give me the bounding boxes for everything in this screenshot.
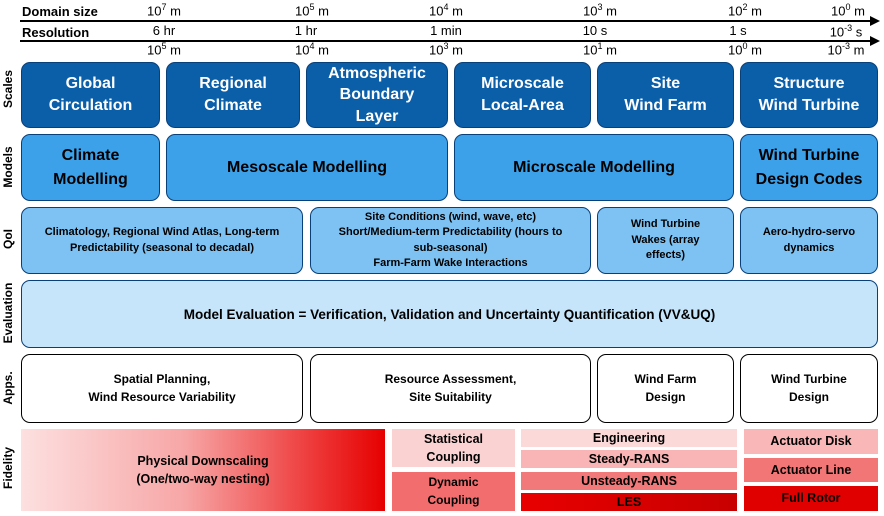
model-evaluation: Model Evaluation = Verification, Validat…: [21, 280, 878, 348]
scale-atmospheric-boundary-layer: Atmospheric Boundary Layer: [306, 62, 448, 128]
time-tick: 6 hr: [152, 23, 176, 38]
time-tick: 1 hr: [294, 23, 318, 38]
fidelity-dynamic-coupling: Dynamic Coupling: [392, 472, 515, 511]
row-label-qoi: QoI: [1, 229, 15, 249]
resolution-arrow-head: [870, 36, 880, 46]
model-microscale-modelling: Microscale Modelling: [454, 134, 734, 201]
resolution-tick: 103 m: [429, 41, 463, 58]
qoi-wind-turbine-wakes: Wind Turbine Wakes (array effects): [597, 207, 734, 274]
qoi-climatology: Climatology, Regional Wind Atlas, Long-t…: [21, 207, 303, 274]
resolution-tick: 100 m: [728, 41, 762, 58]
scale-global-circulation: Global Circulation: [21, 62, 160, 128]
row-label-evaluation: Evaluation: [1, 282, 15, 344]
app-wind-farm-design: Wind Farm Design: [597, 354, 734, 423]
fidelity-actuator-line: Actuator Line: [744, 458, 878, 482]
domain-size-arrow-head: [870, 16, 880, 26]
time-tick: 10-3 s: [829, 23, 863, 40]
fidelity-actuator-disk: Actuator Disk: [744, 429, 878, 454]
scale-site-wind-farm: Site Wind Farm: [597, 62, 734, 128]
fidelity-full-rotor: Full Rotor: [744, 486, 878, 511]
time-tick: 1 min: [430, 23, 462, 38]
qoi-site-conditions: Site Conditions (wind, wave, etc) Short/M…: [310, 207, 591, 274]
fidelity-steady-rans: Steady-RANS: [521, 450, 737, 468]
row-label-apps: Apps.: [1, 371, 15, 405]
domain-size-arrow-line: [20, 20, 872, 22]
app-resource-assessment: Resource Assessment, Site Suitability: [310, 354, 591, 423]
domain-tick: 100 m: [831, 2, 865, 19]
row-label-fidelity: Fidelity: [1, 447, 15, 490]
fidelity-physical-downscaling: Physical Downscaling (One/two-way nesting…: [21, 429, 385, 511]
fidelity-les: LES: [521, 493, 737, 511]
time-tick: 1 s: [729, 23, 747, 38]
scale-structure-wind-turbine: Structure Wind Turbine: [740, 62, 878, 128]
resolution-tick: 105 m: [147, 41, 181, 58]
app-spatial-planning: Spatial Planning, Wind Resource Variabili…: [21, 354, 303, 423]
resolution-tick: 10-3 m: [827, 41, 865, 58]
domain-tick: 103 m: [583, 2, 617, 19]
resolution-tick: 104 m: [295, 41, 329, 58]
scale-regional-climate: Regional Climate: [166, 62, 300, 128]
model-mesoscale-modelling: Mesoscale Modelling: [166, 134, 448, 201]
resolution-arrow-line: [20, 40, 872, 42]
model-wind-turbine-design-codes: Wind Turbine Design Codes: [740, 134, 878, 201]
row-label-scales: Scales: [1, 69, 15, 109]
time-tick: 10 s: [582, 23, 608, 38]
row-label-models: Models: [1, 146, 15, 188]
resolution-tick: 101 m: [583, 41, 617, 58]
model-evaluation-text: Model Evaluation = Verification, Validat…: [183, 306, 716, 322]
domain-tick: 102 m: [728, 2, 762, 19]
model-climate-modelling: Climate Modelling: [21, 134, 160, 201]
domain-tick: 105 m: [295, 2, 329, 19]
domain-size-label: Domain size: [22, 4, 98, 19]
scale-microscale-local-area: Microscale Local-Area: [454, 62, 591, 128]
fidelity-engineering: Engineering: [521, 429, 737, 447]
fidelity-statistical-coupling: Statistical Coupling: [392, 429, 515, 467]
domain-tick: 107 m: [147, 2, 181, 19]
resolution-label: Resolution: [22, 25, 90, 40]
qoi-aero-hydro-servo: Aero-hydro-servo dynamics: [740, 207, 878, 274]
app-wind-turbine-design: Wind Turbine Design: [740, 354, 878, 423]
fidelity-unsteady-rans: Unsteady-RANS: [521, 472, 737, 490]
domain-tick: 104 m: [429, 2, 463, 19]
